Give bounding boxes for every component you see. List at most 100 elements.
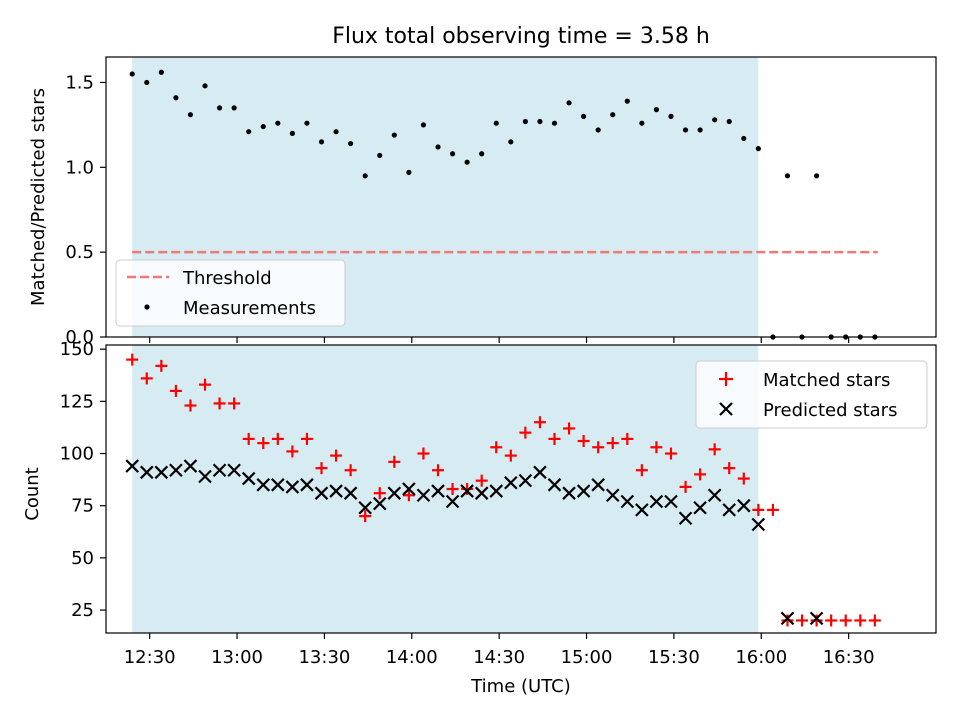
matched-stars-point [242, 432, 255, 445]
matched-stars-point [839, 614, 852, 627]
matched-stars-point [781, 614, 794, 627]
measurements-point [231, 105, 237, 111]
matched-stars-point [708, 443, 721, 456]
y-tick-label: 100 [60, 444, 94, 465]
x-tick-label: 13:30 [298, 647, 350, 668]
predicted-stars-point [474, 486, 489, 500]
x-tick-label: 16:30 [823, 647, 875, 668]
predicted-stars-point [547, 478, 562, 492]
measurements-point [391, 132, 397, 138]
matched-stars-point [723, 462, 736, 475]
predicted-stars-point [576, 484, 591, 498]
matched-stars-point [694, 468, 707, 481]
legend-matched-label: Matched stars [763, 370, 890, 391]
measurements-point [668, 113, 674, 119]
count-panel-window [132, 345, 759, 633]
matched-stars-point [257, 437, 270, 450]
matched-stars-point [592, 441, 605, 454]
predicted-stars-point [372, 496, 387, 511]
predicted-stars-point [227, 463, 241, 477]
measurements-point [246, 129, 252, 135]
predicted-stars-point [241, 471, 256, 486]
matched-stars-point [563, 422, 576, 435]
measurements-point [435, 144, 441, 150]
matched-stars-point [810, 614, 823, 627]
measurements-point [187, 112, 194, 118]
count-panel-legend: Matched stars Predicted stars [695, 360, 928, 429]
predicted-stars-point [256, 478, 271, 492]
y-tick-label: 1.0 [65, 157, 94, 178]
measurements-point [813, 173, 820, 179]
predicted-stars-point [562, 486, 576, 500]
matched-stars-point [504, 449, 517, 462]
matched-stars-point [169, 384, 182, 397]
y-tick-label: 0.5 [65, 242, 94, 263]
count-panel-ylabel: Count [22, 467, 43, 520]
measurements-point [260, 123, 266, 130]
matched-stars-point [432, 464, 444, 477]
measurements-point [216, 105, 223, 111]
count-panel: 25 50 75 100 125 150 12:30 13:00 13:30 14:00 14:3… [22, 339, 937, 697]
measurements-point [129, 71, 135, 77]
legend-threshold-label: Threshold [182, 268, 272, 289]
count-panel-frame [105, 344, 937, 634]
matched-stars-point [621, 432, 634, 445]
measurements-point [712, 117, 718, 123]
predicted-stars-point [314, 486, 329, 500]
measurements-point [508, 139, 514, 145]
matched-stars-point [533, 416, 546, 429]
predicted-stars-point [620, 494, 635, 509]
matched-stars-point [868, 614, 881, 627]
matched-stars-point [155, 359, 168, 372]
measurements-point [610, 112, 616, 118]
matched-stars-point [650, 441, 663, 454]
matched-stars-point [490, 441, 503, 454]
x-axis-label: Time (UTC) [470, 676, 571, 697]
measurements-point [697, 127, 703, 133]
matched-stars-point [752, 503, 765, 516]
measurements-point [551, 120, 558, 126]
measurements-point [726, 118, 732, 125]
measurements-point [420, 122, 427, 128]
predicted-stars-point [198, 469, 212, 484]
measurements-point [581, 113, 587, 119]
chart-title: Flux total observing time = 3.58 h [332, 24, 710, 49]
matched-stars-point [402, 489, 415, 502]
matched-stars-point [577, 435, 590, 447]
predicted-stars-point [271, 478, 285, 492]
matched-stars-point [344, 464, 357, 477]
legend-matched-swatch [719, 372, 733, 386]
predicted-stars-point [635, 503, 649, 517]
matched-stars-point [519, 426, 532, 439]
measurements-point [741, 135, 747, 142]
predicted-stars-point [300, 478, 314, 492]
matched-stars-point [737, 472, 750, 485]
y-tick-label: 0.0 [65, 327, 94, 348]
matched-stars-point [286, 445, 299, 458]
predicted-stars-point [591, 478, 605, 492]
predicted-stars-point [489, 484, 504, 498]
matched-stars-point [359, 510, 372, 523]
matched-stars-point [461, 483, 474, 495]
predicted-stars-point [445, 494, 460, 509]
predicted-stars-point [212, 463, 227, 477]
ratio-panel-ylabel: Matched/Predicted stars [28, 88, 49, 306]
x-tick-label: 12:30 [124, 647, 176, 668]
measurements-point [537, 118, 543, 125]
matched-stars-point [606, 437, 619, 450]
y-tick-label: 25 [71, 600, 94, 621]
predicted-stars-point [402, 482, 416, 496]
matched-stars-point [330, 449, 343, 462]
y-tick-label: 125 [60, 391, 94, 412]
predicted-stars-point [431, 484, 445, 498]
measurements-point [682, 127, 689, 133]
predicted-stars-point [125, 459, 139, 473]
y-tick-label: 150 [60, 339, 94, 360]
measurements-point [202, 83, 208, 89]
predicted-stars-point [387, 486, 402, 500]
predicted-stars-point [533, 465, 547, 480]
matched-stars-point [228, 397, 241, 410]
x-tick-label: 15:30 [648, 647, 700, 668]
measurements-point [566, 100, 572, 106]
